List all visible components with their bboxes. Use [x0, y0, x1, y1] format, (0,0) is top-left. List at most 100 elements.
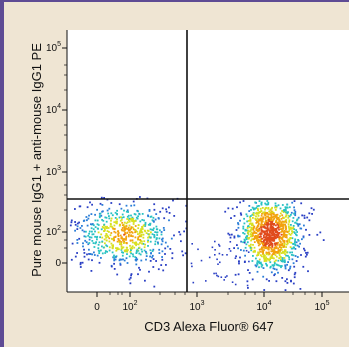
event-dot: [109, 222, 112, 225]
event-dot: [123, 241, 125, 243]
event-dot: [112, 227, 115, 230]
event-dot: [127, 226, 130, 229]
event-dot: [90, 236, 93, 239]
event-dot: [281, 260, 284, 263]
event-dot: [134, 256, 137, 258]
event-dot: [108, 217, 111, 220]
event-dot: [254, 217, 257, 220]
event-dot: [268, 280, 270, 282]
event-dot: [275, 229, 277, 232]
event-dot: [282, 227, 285, 229]
event-dot: [149, 236, 152, 239]
event-dot: [126, 231, 129, 234]
event-dot: [280, 228, 282, 230]
event-dot: [161, 238, 163, 241]
event-dot: [124, 233, 127, 235]
event-dot: [243, 241, 246, 244]
event-dot: [86, 253, 88, 256]
event-dot: [287, 214, 290, 217]
event-dot: [256, 220, 259, 223]
event-dot: [267, 218, 270, 221]
event-dot: [255, 265, 258, 268]
event-dot: [277, 232, 280, 235]
event-dot: [214, 249, 216, 251]
event-dot: [248, 244, 250, 247]
event-dot: [138, 213, 141, 216]
event-dot: [117, 230, 120, 232]
event-dot: [107, 236, 109, 238]
event-dot: [291, 258, 294, 261]
event-dot: [281, 277, 284, 279]
event-dot: [96, 223, 99, 226]
event-dot: [250, 246, 253, 249]
event-dot: [260, 255, 263, 258]
event-dot: [290, 226, 292, 229]
event-dot: [214, 240, 216, 243]
event-dot: [136, 258, 139, 261]
event-dot: [165, 208, 167, 211]
event-dot: [281, 214, 284, 217]
event-dot: [140, 240, 142, 242]
event-dot: [90, 213, 93, 215]
event-dot: [253, 225, 256, 228]
event-dot: [284, 264, 287, 267]
event-dot: [258, 229, 261, 232]
event-dot: [294, 238, 297, 241]
event-dot: [90, 270, 93, 272]
event-dot: [154, 218, 157, 221]
event-dot: [132, 223, 135, 225]
event-dot: [301, 214, 304, 217]
event-dot: [292, 262, 295, 265]
event-dot: [278, 222, 281, 225]
event-dot: [266, 232, 269, 235]
event-dot: [76, 252, 78, 254]
event-dot: [82, 242, 84, 245]
event-dot: [275, 220, 278, 222]
event-dot: [107, 212, 110, 215]
event-dot: [296, 244, 299, 247]
event-dot: [264, 221, 267, 224]
event-dot: [292, 254, 295, 257]
event-dot: [272, 237, 275, 239]
event-dot: [269, 266, 272, 269]
event-dot: [254, 264, 257, 267]
event-dot: [113, 254, 115, 257]
event-dot: [205, 280, 207, 282]
event-dot: [265, 212, 268, 215]
event-dot: [94, 226, 97, 228]
event-dot: [104, 227, 106, 230]
event-dot: [263, 211, 266, 214]
event-dot: [110, 217, 113, 220]
event-dot: [280, 233, 283, 236]
event-dot: [147, 223, 150, 226]
event-dot: [274, 216, 277, 218]
event-dot: [110, 219, 112, 222]
event-dot: [256, 207, 259, 210]
event-dot: [275, 228, 277, 230]
event-dot: [268, 210, 271, 213]
event-dot: [261, 207, 264, 209]
event-dot: [250, 228, 253, 231]
event-dot: [137, 243, 140, 246]
event-dot: [255, 257, 257, 260]
event-dot: [185, 220, 187, 223]
event-dot: [265, 264, 268, 266]
event-dot: [277, 241, 280, 244]
event-dot: [304, 255, 307, 258]
event-dot: [235, 255, 237, 258]
event-dot: [140, 248, 143, 251]
event-dot: [276, 226, 279, 229]
event-dot: [270, 243, 272, 246]
event-dot: [129, 218, 132, 221]
event-dot: [113, 268, 116, 270]
event-dot: [145, 252, 148, 255]
event-dot: [270, 229, 272, 231]
event-dot: [281, 225, 284, 227]
event-dot: [70, 221, 73, 224]
event-dot: [105, 244, 108, 247]
event-dot: [132, 253, 134, 256]
event-dot: [99, 236, 101, 239]
event-dot: [269, 238, 272, 241]
event-dot: [105, 233, 108, 235]
event-dot: [131, 231, 134, 234]
